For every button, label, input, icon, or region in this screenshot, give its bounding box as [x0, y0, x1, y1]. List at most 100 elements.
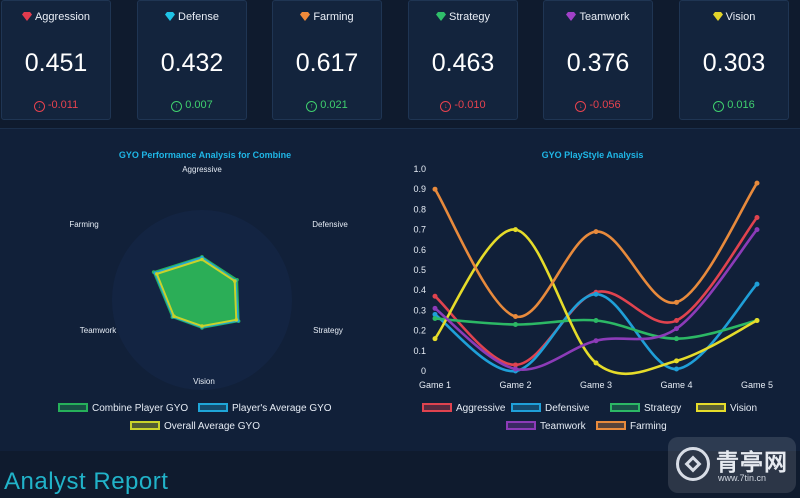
radar-axis-label: Defensive — [312, 220, 348, 229]
radar-axis-label: Teamwork — [80, 326, 117, 335]
y-tick-label: 0.3 — [413, 305, 426, 315]
line-point — [593, 360, 599, 366]
legend-label: Defensive — [545, 403, 590, 414]
legend-swatch — [696, 403, 726, 412]
metric-card-header: Aggression — [2, 11, 110, 23]
line-chart: 0 0.1 0.2 0.3 0.4 0.5 0.6 0.7 0.8 0.9 1.0 Game 1 Gam… — [413, 164, 773, 390]
metric-card-aggression: Aggression 0.451 ↓ -0.011 — [1, 0, 111, 120]
radar-point — [232, 279, 237, 283]
gem-icon — [436, 12, 447, 21]
gem-icon — [21, 12, 32, 21]
watermark-text: 青亭网 — [716, 449, 788, 475]
y-tick-label: 0.5 — [413, 265, 426, 275]
line-legend-item[interactable]: Vision — [696, 403, 757, 414]
report-title: Analyst Report — [4, 468, 169, 495]
legend-swatch — [130, 421, 160, 430]
metric-value: 0.617 — [295, 49, 359, 77]
line-point — [754, 227, 760, 233]
line-point — [513, 362, 518, 368]
y-tick-label: 0.8 — [413, 204, 426, 214]
radar-legend-item[interactable]: Player's Average GYO — [198, 403, 332, 414]
line-point — [432, 336, 438, 342]
line-point — [432, 186, 438, 192]
line-point — [432, 315, 438, 321]
legend-label: Teamwork — [540, 421, 586, 432]
radar-point — [200, 324, 204, 328]
metric-card-header: Defense — [138, 11, 246, 23]
gem-icon — [300, 12, 311, 21]
arrow-down-icon: ↓ — [440, 101, 452, 112]
arrow-down-icon: ↓ — [33, 101, 45, 112]
y-tick-label: 0.4 — [413, 285, 426, 295]
legend-label: Overall Average GYO — [164, 421, 260, 432]
metric-card-header: Teamwork — [544, 11, 652, 23]
radar-legend-item[interactable]: Combine Player GYO — [58, 403, 188, 414]
metric-delta: ↓ -0.056 — [544, 99, 652, 112]
metric-delta-value: -0.056 — [589, 99, 621, 111]
metric-delta: ↑ 0.021 — [273, 99, 381, 112]
gem-icon — [566, 12, 577, 21]
gem-icon — [165, 12, 175, 21]
line-point — [432, 305, 438, 311]
legend-swatch — [58, 403, 88, 412]
radar-point — [172, 314, 176, 318]
legend-swatch — [596, 421, 626, 430]
legend-label: Strategy — [644, 403, 682, 414]
legend-label: Combine Player GYO — [92, 403, 189, 414]
y-tick-label: 0.9 — [413, 184, 426, 194]
legend-label: Aggressive — [456, 403, 506, 414]
line-point — [754, 214, 760, 220]
line-point — [674, 318, 679, 323]
radar-legend: Combine Player GYO Player's Average GYO Ov… — [0, 129, 400, 451]
line-point — [754, 281, 760, 287]
legend-swatch — [422, 403, 452, 412]
arrow-down-icon: ↓ — [575, 101, 587, 112]
metric-delta: ↓ -0.011 — [2, 99, 110, 112]
metric-value: 0.451 — [24, 49, 88, 77]
analysis-panel: GYO Performance Analysis for Combine Agg… — [0, 128, 800, 451]
metric-card-header: Vision — [680, 11, 788, 23]
line-point — [674, 299, 679, 305]
radar-point — [154, 272, 159, 276]
line-legend-item[interactable]: Strategy — [610, 403, 681, 414]
line-point — [432, 293, 438, 299]
watermark: 青亭网 www.7tin.cn — [668, 437, 796, 493]
metric-label: Aggression — [34, 11, 91, 23]
x-tick-label: Game 5 — [741, 380, 773, 390]
metric-delta: ↓ -0.010 — [409, 99, 517, 112]
metric-delta-value: 0.021 — [320, 99, 348, 111]
metric-value: 0.463 — [431, 49, 495, 77]
x-tick-label: Game 3 — [580, 380, 612, 390]
legend-swatch — [511, 403, 541, 412]
line-point — [674, 358, 679, 364]
line-point — [754, 318, 760, 323]
radar-chart: Aggressive Defensive Strategy Vision Teamwor… — [69, 165, 348, 390]
metric-card-farming: Farming 0.617 ↑ 0.021 — [272, 0, 382, 120]
metric-cards: Aggression 0.451 ↓ -0.011 Defense 0.432 ↑ 0.007… — [0, 0, 800, 120]
legend-swatch — [610, 403, 640, 412]
line-point — [513, 322, 518, 328]
radar-point — [200, 257, 204, 262]
arrow-up-icon: ↑ — [306, 101, 318, 112]
line-series-vision — [433, 228, 758, 376]
radar-axis-label: Farming — [69, 220, 98, 229]
line-legend-item[interactable]: Aggressive — [422, 403, 505, 414]
radar-legend-item[interactable]: Overall Average GYO — [130, 421, 260, 432]
line-point — [674, 326, 679, 332]
metric-delta: ↑ 0.007 — [138, 99, 246, 112]
line-legend-item[interactable]: Farming — [596, 421, 667, 432]
line-legend-item[interactable]: Defensive — [511, 403, 589, 414]
line-chart-title: GYO PlayStyle Analysis — [541, 150, 644, 160]
line-point — [593, 338, 599, 344]
metric-card-teamwork: Teamwork 0.376 ↓ -0.056 — [543, 0, 653, 120]
line-legend: Aggressive Defensive Strategy Vision Teamwor… — [400, 129, 800, 451]
line-legend-item[interactable]: Teamwork — [506, 421, 586, 432]
line-point — [513, 366, 518, 372]
metric-value: 0.432 — [160, 49, 224, 77]
arrow-up-icon: ↑ — [713, 101, 725, 112]
legend-swatch — [506, 421, 536, 430]
legend-label: Player's Average GYO — [232, 403, 332, 414]
watermark-sub: www.7tin.cn — [718, 473, 767, 483]
metric-card-vision: Vision 0.303 ↑ 0.016 — [679, 0, 789, 120]
metric-delta-value: 0.007 — [185, 99, 213, 111]
